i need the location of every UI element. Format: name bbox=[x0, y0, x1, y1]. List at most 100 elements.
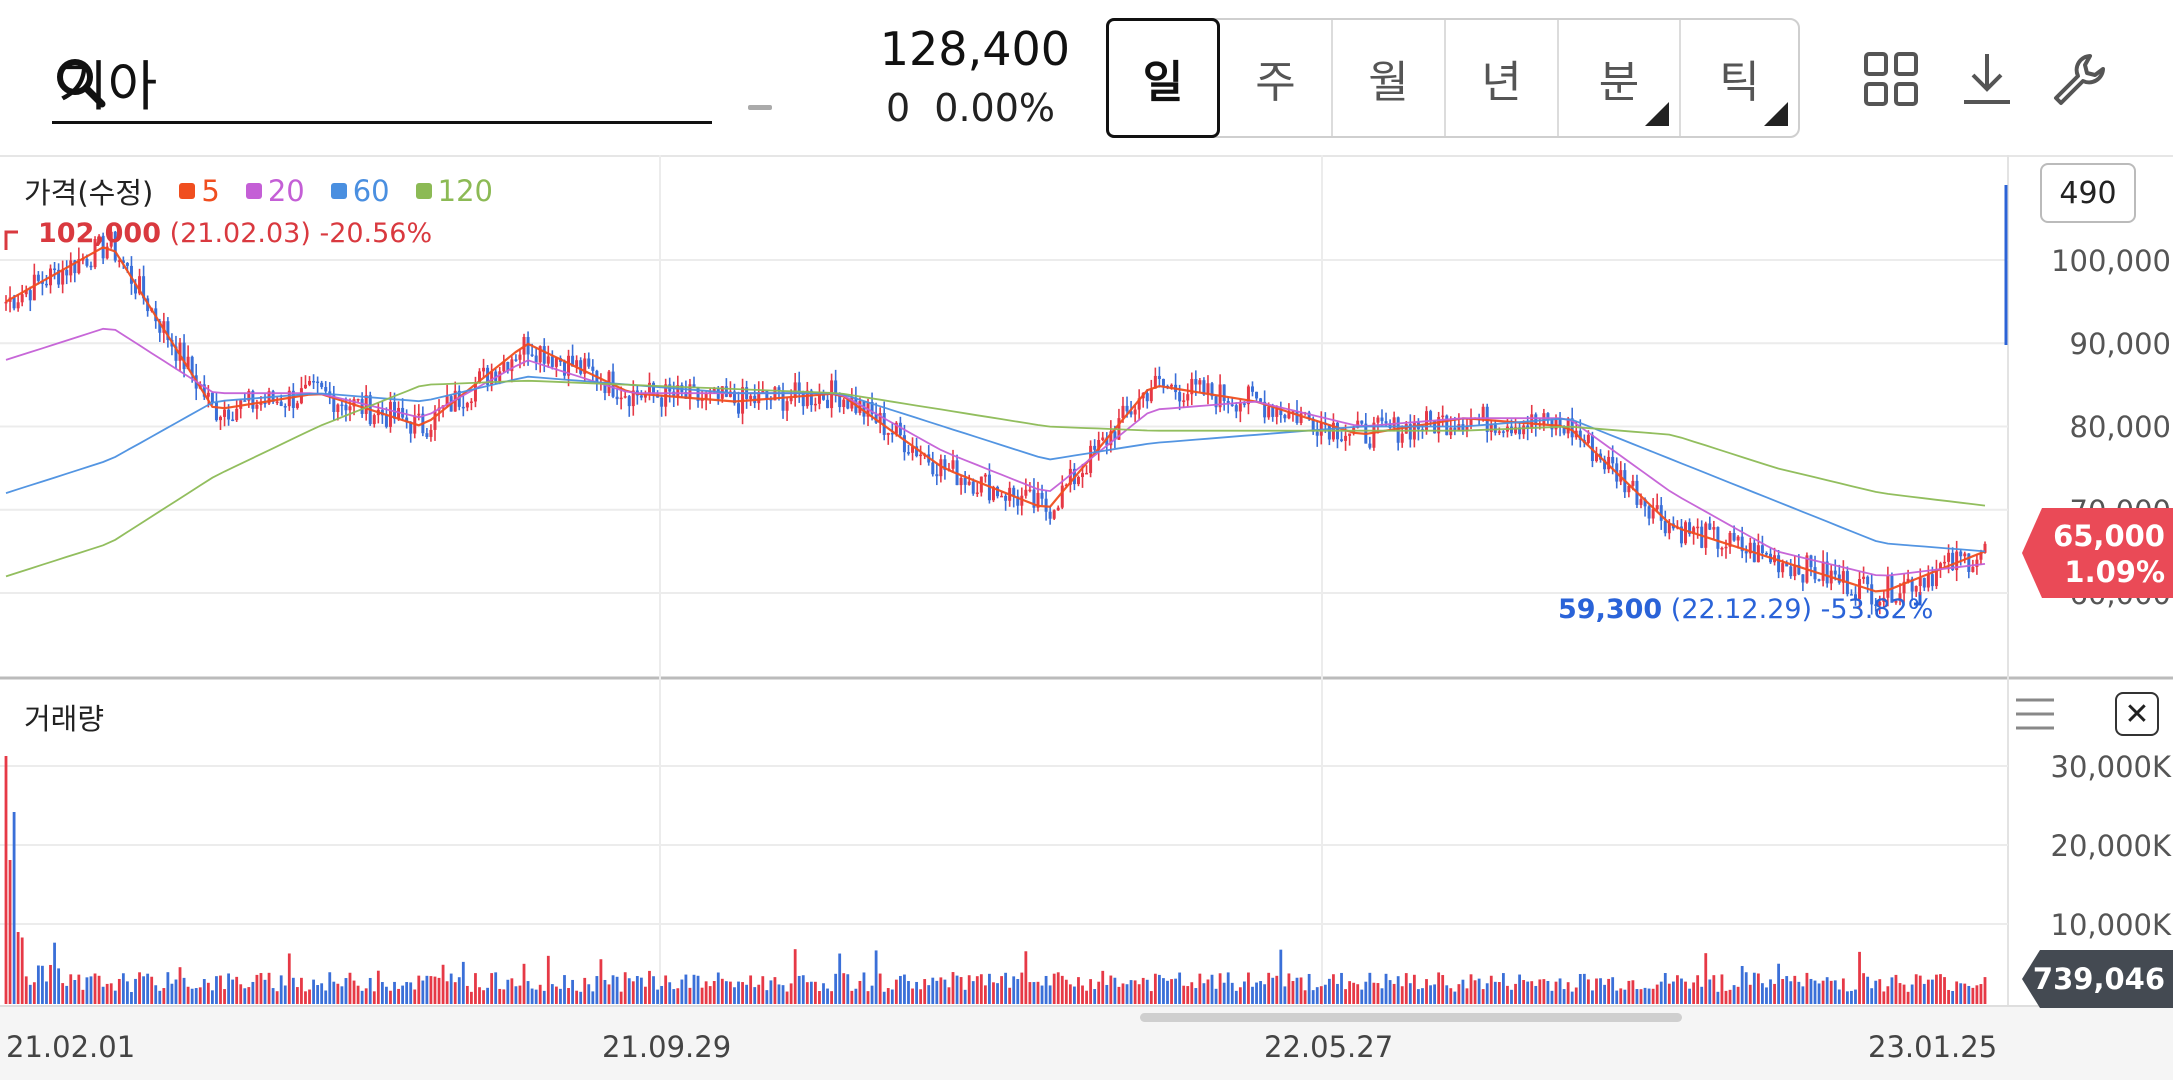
volume-bar bbox=[1210, 974, 1214, 1004]
candle-body bbox=[433, 410, 437, 430]
volume-bar bbox=[729, 981, 732, 1004]
candle-body bbox=[765, 391, 769, 399]
candle-body bbox=[684, 392, 688, 399]
stock-search-field[interactable]: 기아 bbox=[52, 40, 712, 124]
collapse-dash[interactable] bbox=[748, 105, 772, 110]
volume-bar bbox=[1805, 972, 1809, 1004]
volume-bar bbox=[1728, 989, 1732, 1004]
candle-body bbox=[1704, 523, 1708, 548]
volume-bar bbox=[251, 981, 255, 1004]
candle-body bbox=[542, 346, 546, 364]
candle-body bbox=[1793, 564, 1797, 577]
volume-bar bbox=[380, 982, 384, 1004]
tab-week[interactable]: 주 bbox=[1220, 20, 1333, 136]
volume-bar bbox=[1481, 989, 1485, 1004]
volume-bar bbox=[219, 975, 222, 1004]
close-volume-button[interactable]: ✕ bbox=[2115, 692, 2159, 736]
volume-bar bbox=[583, 977, 587, 1004]
stock-name[interactable]: 기아 bbox=[58, 55, 158, 118]
wrench-icon[interactable] bbox=[2050, 50, 2108, 108]
tab-minute[interactable]: 분 bbox=[1559, 20, 1681, 136]
volume-bar bbox=[1315, 987, 1319, 1004]
candle-body bbox=[486, 367, 490, 385]
candle-body bbox=[894, 422, 898, 434]
price-panel-title: 가격(수정) bbox=[24, 176, 154, 210]
candle-body bbox=[332, 395, 336, 412]
volume-bar bbox=[1939, 974, 1942, 1004]
candle-body bbox=[247, 391, 251, 401]
volume-bar bbox=[1194, 988, 1198, 1004]
tab-month[interactable]: 월 bbox=[1333, 20, 1446, 136]
volume-bar bbox=[1846, 991, 1849, 1004]
grid-icon[interactable] bbox=[1862, 50, 1920, 108]
volume-bar bbox=[344, 978, 348, 1004]
volume-bar bbox=[1708, 979, 1712, 1004]
ma120-swatch bbox=[415, 183, 432, 199]
volume-bar bbox=[36, 965, 40, 1004]
candle-body bbox=[166, 321, 170, 340]
volume-bar bbox=[890, 989, 894, 1004]
volume-bar bbox=[862, 972, 866, 1004]
volume-bar bbox=[1627, 980, 1631, 1004]
volume-bar bbox=[656, 989, 659, 1004]
ma120-legend[interactable]: 120 bbox=[415, 174, 493, 208]
candle-body bbox=[652, 382, 656, 395]
volume-bar bbox=[49, 964, 52, 1004]
volume-bar bbox=[866, 991, 870, 1004]
candle-body bbox=[1250, 386, 1254, 392]
volume-bar bbox=[1850, 990, 1853, 1004]
current-price-tag: 65,000 1.09% bbox=[2022, 508, 2173, 598]
candle-body bbox=[1048, 511, 1052, 519]
volume-bars bbox=[4, 756, 1987, 1004]
candle-body bbox=[1732, 532, 1736, 541]
chart-scrollbar[interactable] bbox=[1140, 1013, 1682, 1022]
volume-bar bbox=[1299, 977, 1303, 1004]
volume-bar bbox=[1396, 976, 1400, 1004]
candle-body bbox=[1841, 571, 1845, 583]
volume-bar bbox=[741, 982, 744, 1004]
volume-bar bbox=[1797, 981, 1801, 1004]
tab-tick[interactable]: 틱 bbox=[1681, 20, 1798, 136]
volume-bar bbox=[538, 984, 542, 1004]
volume-bar bbox=[247, 987, 251, 1004]
volume-bar bbox=[364, 988, 368, 1004]
volume-bar bbox=[615, 976, 619, 1004]
candle-body bbox=[546, 356, 550, 364]
volume-bar bbox=[1651, 988, 1655, 1004]
search-icon[interactable] bbox=[52, 54, 108, 110]
ma5-legend[interactable]: 5 bbox=[179, 174, 220, 208]
volume-bar bbox=[142, 976, 145, 1004]
volume-bar bbox=[745, 984, 749, 1004]
ma20-legend[interactable]: 20 bbox=[245, 174, 305, 208]
candle-body bbox=[619, 397, 623, 400]
candle-body bbox=[1578, 430, 1582, 440]
download-icon[interactable] bbox=[1958, 50, 2016, 108]
tab-year[interactable]: 년 bbox=[1446, 20, 1559, 136]
candle-body bbox=[1226, 400, 1230, 405]
candle-body bbox=[336, 404, 340, 412]
menu-icon[interactable] bbox=[2014, 696, 2056, 732]
moving-averages bbox=[5, 246, 1986, 593]
candle-body bbox=[842, 399, 846, 408]
candle-body bbox=[898, 422, 902, 436]
ma60-legend[interactable]: 60 bbox=[330, 174, 390, 208]
candle-body bbox=[1797, 564, 1801, 575]
candle-body bbox=[356, 398, 360, 401]
volume-bar bbox=[607, 984, 611, 1004]
candle-body bbox=[1170, 384, 1174, 387]
volume-bar bbox=[324, 990, 328, 1004]
candle-body bbox=[1979, 552, 1983, 560]
volume-bar bbox=[939, 977, 943, 1004]
volume-bar bbox=[1777, 963, 1781, 1004]
candle-body bbox=[587, 358, 591, 367]
zoom-count-box[interactable]: 490 bbox=[2040, 163, 2136, 223]
candle-body bbox=[757, 392, 761, 404]
volume-bar bbox=[1635, 989, 1639, 1004]
volume-bar bbox=[1647, 988, 1651, 1004]
volume-bar bbox=[1077, 977, 1080, 1004]
volume-bar bbox=[975, 976, 979, 1004]
tab-day[interactable]: 일 bbox=[1106, 18, 1220, 138]
candle-body bbox=[372, 415, 376, 425]
volume-bar bbox=[907, 981, 910, 1004]
